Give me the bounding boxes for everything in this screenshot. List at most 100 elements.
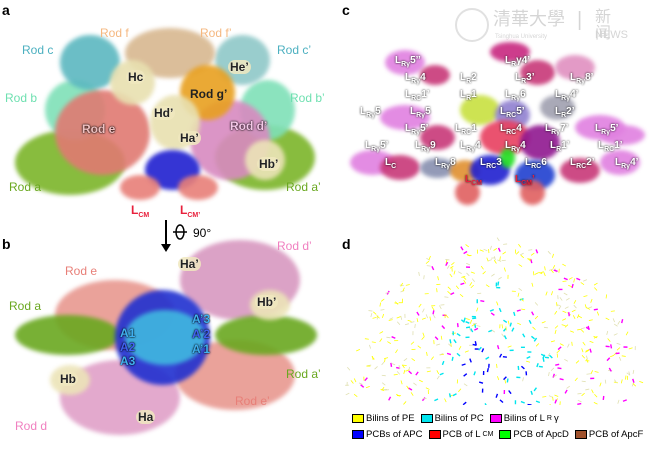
bilin-mark xyxy=(426,351,428,356)
bilin-mark xyxy=(465,318,470,320)
linker-label: LR2’ xyxy=(555,106,575,120)
bilin-mark xyxy=(425,260,430,264)
bilin-mark xyxy=(474,327,479,331)
bilin-mark xyxy=(548,372,550,377)
bilin-mark xyxy=(531,282,534,287)
bilin-mark xyxy=(526,355,531,360)
bilin-mark xyxy=(502,251,507,255)
bilin-mark xyxy=(408,370,413,375)
bilin-mark xyxy=(530,259,533,264)
bilin-mark xyxy=(606,330,609,335)
linker-label: LRγ8’ xyxy=(570,72,594,86)
bilin-mark xyxy=(581,355,586,359)
bilin-mark xyxy=(535,400,541,404)
bilin-mark xyxy=(522,333,526,338)
bilin-mark xyxy=(353,393,358,397)
bilin-mark xyxy=(464,350,469,353)
bilin-mark xyxy=(400,290,405,293)
bilin-mark xyxy=(580,327,585,330)
linker-label: LRγ7’ xyxy=(545,123,569,137)
bilin-mark xyxy=(594,371,599,373)
bilin-mark xyxy=(417,345,422,349)
bilin-mark xyxy=(586,373,591,375)
bilin-mark xyxy=(591,389,594,394)
bilin-mark xyxy=(559,297,563,301)
linker-label: LRC1’ xyxy=(405,89,430,103)
bilin-mark xyxy=(434,398,439,402)
bilin-mark xyxy=(456,333,461,337)
bilin-mark xyxy=(520,298,524,302)
bilin-mark xyxy=(387,341,391,344)
bilin-mark xyxy=(504,379,507,384)
bilin-mark xyxy=(390,362,393,367)
bilin-mark xyxy=(532,326,536,330)
linker-label: LRγ5 xyxy=(360,106,381,120)
bilin-mark xyxy=(425,387,430,390)
bilin-mark xyxy=(461,363,466,366)
bilin-mark xyxy=(448,393,452,398)
label-he-prime: He’ xyxy=(228,60,251,74)
bilin-mark xyxy=(441,325,446,330)
bilin-mark xyxy=(608,367,612,372)
bilin-mark xyxy=(486,257,489,262)
bilin-mark xyxy=(561,324,566,327)
bilin-mark xyxy=(396,316,401,319)
bilin-mark xyxy=(552,253,554,258)
linker-protein-surface xyxy=(420,125,455,150)
bilin-mark xyxy=(583,295,588,298)
linker-protein-surface xyxy=(420,65,450,85)
bilin-mark xyxy=(371,355,374,361)
bilin-mark xyxy=(491,273,495,277)
linker-label: LC xyxy=(385,157,397,171)
bilin-mark xyxy=(618,356,622,361)
bilin-mark xyxy=(441,360,445,366)
bilin-mark xyxy=(533,387,538,392)
label-rod-f-prime: Rod f’ xyxy=(200,26,232,40)
bilin-mark xyxy=(562,280,567,282)
bilin-mark xyxy=(379,338,383,343)
linker-label: LRγ6 xyxy=(505,89,526,103)
bilin-mark xyxy=(384,357,389,360)
bilin-mark xyxy=(533,337,538,342)
bilin-mark xyxy=(586,355,588,360)
bilin-mark xyxy=(616,342,621,345)
bilin-mark xyxy=(578,315,583,319)
linker-label: LRγ4’ xyxy=(555,89,579,103)
bilin-mark xyxy=(580,282,585,286)
bilin-mark xyxy=(499,353,503,358)
bilin-mark xyxy=(418,271,420,276)
panel-d-bilin-map xyxy=(345,237,644,405)
bilin-mark xyxy=(485,356,490,360)
bilin-mark xyxy=(421,317,426,320)
linker-label: LRC4 xyxy=(500,123,522,137)
bilin-mark xyxy=(457,271,462,274)
bilin-mark xyxy=(506,378,509,383)
bilin-mark xyxy=(628,347,633,350)
bilin-mark xyxy=(403,358,408,362)
bilin-mark xyxy=(520,254,525,259)
bilin-mark xyxy=(599,382,602,387)
bilin-mark xyxy=(564,358,568,362)
bilin-mark xyxy=(471,278,476,283)
bilin-mark xyxy=(466,326,471,329)
linker-protein-surface xyxy=(380,105,430,130)
bilin-mark xyxy=(584,304,587,309)
legend-item: PCBs of APC xyxy=(352,429,423,440)
bilin-mark xyxy=(526,360,531,363)
bilin-mark xyxy=(530,252,535,256)
bilin-mark xyxy=(379,331,384,334)
bilin-mark xyxy=(507,345,512,348)
bilin-mark xyxy=(410,392,414,396)
legend-swatch xyxy=(352,414,364,423)
legend-item: Bilins of PE xyxy=(352,413,415,424)
bilin-mark xyxy=(554,399,558,404)
bilin-mark xyxy=(466,272,470,277)
bilin-mark xyxy=(439,372,444,376)
bilin-mark xyxy=(625,331,629,336)
linker-protein-surface xyxy=(520,60,555,85)
bilin-mark xyxy=(478,346,482,351)
legend-swatch xyxy=(499,430,512,439)
bilin-mark xyxy=(446,352,452,356)
